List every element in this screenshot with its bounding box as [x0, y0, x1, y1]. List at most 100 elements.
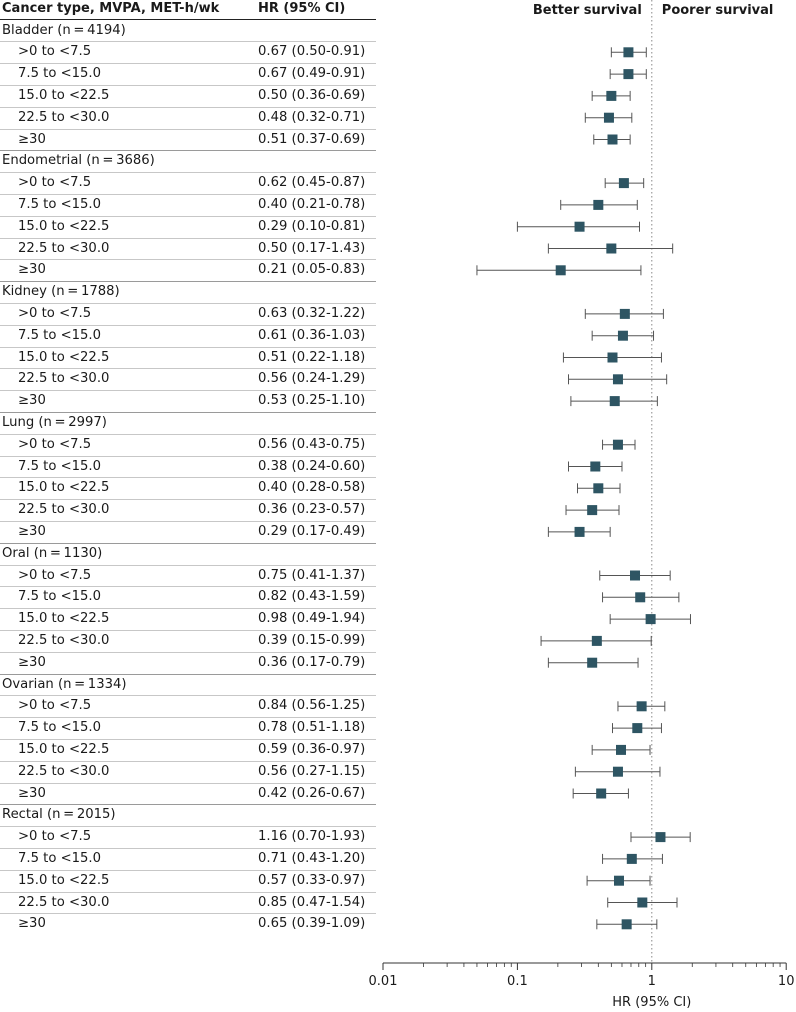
hr-marker — [619, 308, 630, 319]
hr-marker — [606, 90, 617, 101]
hr-marker — [574, 221, 585, 232]
row-hr-value: 1.16 (0.70-1.93) — [258, 829, 366, 845]
row-label: 22.5 to <30.0 — [18, 763, 110, 779]
row-label: 15.0 to <22.5 — [18, 872, 110, 888]
group-label: Rectal (n = 2015) — [2, 807, 116, 823]
column-header-cancer-type: Cancer type, MVPA, MET-h/wk — [2, 1, 220, 16]
row-divider — [0, 237, 376, 239]
row-label: ≥30 — [18, 131, 46, 147]
hr-marker — [587, 505, 598, 516]
hr-marker — [621, 919, 632, 930]
row-divider — [0, 390, 376, 392]
row-label: 22.5 to <30.0 — [18, 371, 110, 387]
row-divider — [0, 848, 376, 849]
hr-marker — [574, 526, 585, 537]
group-label: Ovarian (n = 1334) — [2, 676, 127, 692]
hr-marker — [593, 199, 604, 210]
row-hr-value: 0.71 (0.43-1.20) — [258, 850, 366, 866]
group-divider — [0, 412, 376, 413]
row-hr-value: 0.56 (0.24-1.29) — [258, 371, 366, 387]
hr-marker — [555, 265, 566, 276]
row-label: 7.5 to <15.0 — [18, 850, 102, 866]
row-label: ≥30 — [18, 523, 46, 539]
column-header-hr: HR (95% CI) — [258, 1, 346, 16]
row-label: 7.5 to <15.0 — [18, 458, 102, 474]
row-hr-value: 0.67 (0.49-0.91) — [258, 66, 366, 82]
row-label: 15.0 to <22.5 — [18, 87, 110, 103]
group-divider — [0, 150, 376, 152]
hr-marker — [603, 112, 614, 123]
hr-marker — [626, 853, 637, 864]
row-hr-value: 0.38 (0.24-0.60) — [258, 458, 366, 474]
row-label: >0 to <7.5 — [18, 44, 92, 60]
group-label: Oral (n = 1130) — [2, 545, 103, 561]
row-hr-value: 0.59 (0.36-0.97) — [258, 741, 366, 757]
row-hr-value: 0.51 (0.22-1.18) — [258, 349, 366, 365]
group-label: Kidney (n = 1788) — [2, 284, 120, 300]
row-label: 7.5 to <15.0 — [18, 66, 102, 82]
group-divider — [0, 804, 376, 806]
row-hr-value: 0.40 (0.28-0.58) — [258, 480, 366, 496]
row-divider — [0, 368, 376, 370]
row-divider — [0, 128, 376, 130]
hr-marker — [593, 483, 604, 494]
row-hr-value: 0.53 (0.25-1.10) — [258, 393, 366, 409]
row-divider — [0, 477, 376, 479]
row-hr-value: 0.48 (0.32-0.71) — [258, 109, 366, 125]
row-hr-value: 0.50 (0.36-0.69) — [258, 87, 366, 103]
row-label: ≥30 — [18, 916, 46, 932]
hr-marker — [618, 178, 629, 189]
row-label: 7.5 to <15.0 — [18, 720, 102, 736]
group-label: Bladder (n = 4194) — [2, 22, 126, 38]
row-divider — [0, 826, 376, 828]
row-label: >0 to <7.5 — [18, 305, 92, 321]
row-divider — [0, 630, 376, 631]
row-hr-value: 0.36 (0.17-0.79) — [258, 654, 366, 670]
hr-marker — [612, 439, 623, 450]
better-survival-label: Better survival — [533, 3, 642, 18]
row-label: 22.5 to <30.0 — [18, 109, 110, 125]
row-label: 7.5 to <15.0 — [18, 196, 102, 212]
row-label: 22.5 to <30.0 — [18, 632, 110, 648]
hr-marker — [607, 352, 618, 363]
row-divider — [0, 194, 376, 195]
group-label: Endometrial (n = 3686) — [2, 153, 155, 169]
row-hr-value: 0.56 (0.27-1.15) — [258, 763, 366, 779]
poorer-survival-label: Poorer survival — [662, 3, 774, 18]
row-hr-value: 0.29 (0.17-0.49) — [258, 523, 366, 539]
row-hr-value: 0.98 (0.49-1.94) — [258, 611, 366, 627]
row-divider — [0, 521, 376, 522]
hr-marker — [632, 723, 643, 734]
row-divider — [0, 346, 376, 348]
row-label: 7.5 to <15.0 — [18, 589, 102, 605]
row-divider — [0, 782, 376, 784]
row-divider — [0, 869, 376, 871]
hr-marker — [606, 243, 617, 254]
row-divider — [0, 172, 376, 174]
row-divider — [0, 760, 376, 762]
row-divider — [0, 891, 376, 893]
row-divider — [0, 564, 376, 566]
header-rule — [0, 19, 376, 20]
row-label: ≥30 — [18, 785, 46, 801]
hr-marker — [655, 832, 666, 843]
row-hr-value: 0.51 (0.37-0.69) — [258, 131, 366, 147]
hr-marker — [612, 766, 623, 777]
row-divider — [0, 63, 376, 65]
row-hr-value: 0.62 (0.45-0.87) — [258, 175, 366, 191]
row-hr-value: 0.61 (0.36-1.03) — [258, 327, 366, 343]
row-divider — [0, 913, 376, 915]
row-label: >0 to <7.5 — [18, 567, 92, 583]
hr-marker — [596, 788, 607, 799]
row-hr-value: 0.57 (0.33-0.97) — [258, 872, 366, 888]
x-tick-label: 10 — [778, 974, 795, 989]
row-divider — [0, 324, 376, 326]
hr-marker — [623, 47, 634, 58]
row-divider — [0, 608, 376, 610]
row-hr-value: 0.56 (0.43-0.75) — [258, 436, 366, 452]
hr-marker — [623, 69, 634, 80]
row-divider — [0, 259, 376, 261]
row-divider — [0, 499, 376, 501]
row-label: ≥30 — [18, 654, 46, 670]
row-label: 7.5 to <15.0 — [18, 327, 102, 343]
